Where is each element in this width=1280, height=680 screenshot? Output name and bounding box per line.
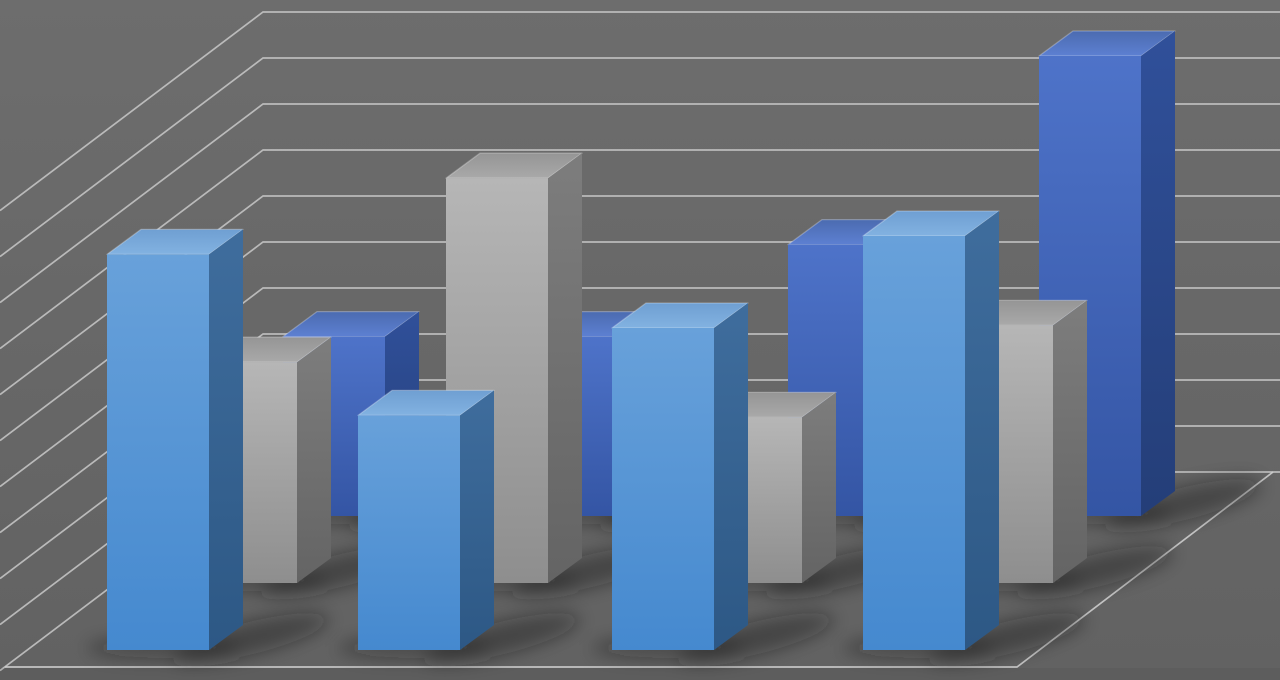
series-row-middle-row-gray — [174, 152, 1173, 596]
bar-front-row-light-blue-group-3 — [591, 302, 834, 663]
gridline — [0, 195, 1280, 396]
bar-side-face — [1141, 31, 1175, 516]
series-row-front-row-light-blue — [86, 210, 1085, 663]
bar-side-face — [714, 303, 748, 650]
bar-side-face — [297, 337, 331, 583]
bar-front-row-light-blue-group-2 — [337, 389, 580, 663]
bar-side-face — [209, 229, 243, 650]
bar-side-face — [460, 390, 494, 650]
bar-front-face — [863, 236, 965, 650]
gridline — [0, 149, 1280, 350]
floor-edge — [5, 471, 1274, 668]
gridline — [0, 57, 1280, 258]
bar-front-face — [107, 254, 209, 650]
bar-front-row-light-blue-group-1 — [86, 228, 329, 663]
bar-side-face — [548, 153, 582, 583]
bar-side-face — [965, 211, 999, 650]
bar-side-face — [802, 392, 836, 583]
floor-front-strip — [0, 668, 1280, 680]
bar-front-face — [358, 415, 460, 650]
bar-front-face — [612, 328, 714, 650]
bar-side-face — [1053, 300, 1087, 583]
bar-back-row-royal-blue-group-4 — [1018, 30, 1261, 529]
bar-front-row-light-blue-group-4 — [842, 210, 1085, 663]
gridline — [0, 11, 1280, 212]
gridline — [0, 103, 1280, 304]
